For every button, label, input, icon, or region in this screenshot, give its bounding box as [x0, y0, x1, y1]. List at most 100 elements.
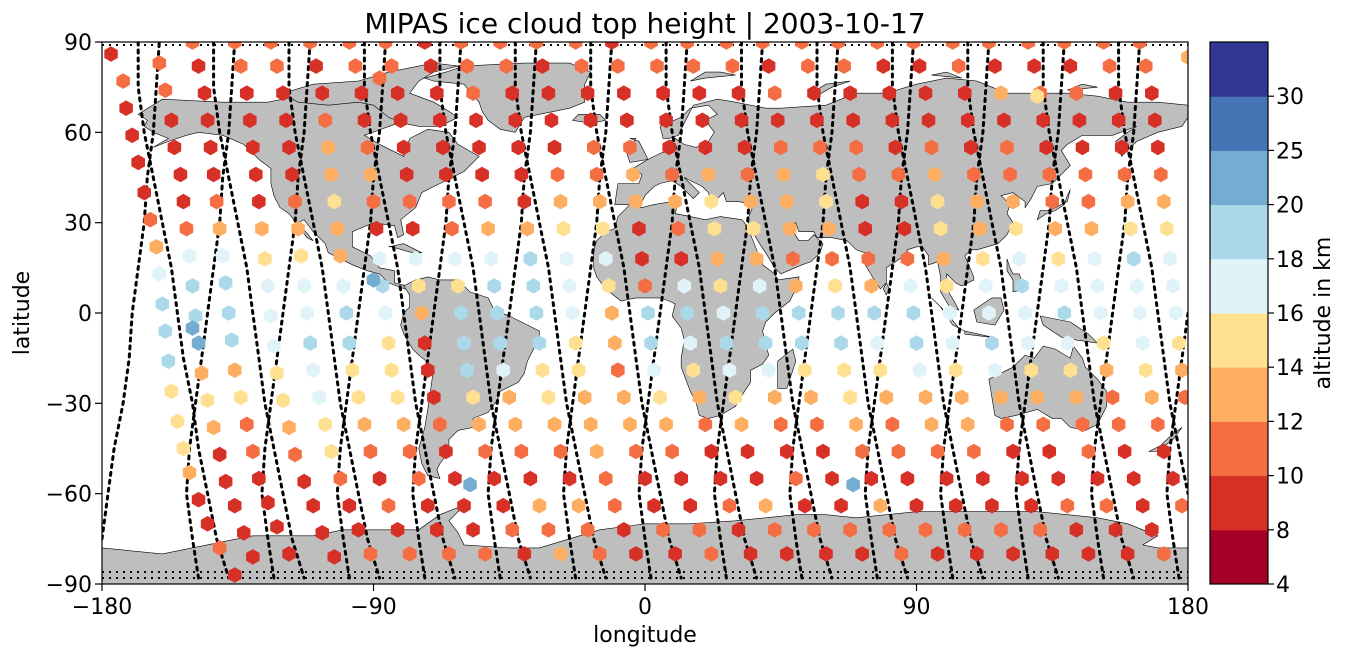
cloud-marker-386	[858, 220, 872, 237]
orbit-track-6	[589, 42, 683, 580]
cloud-marker-186	[481, 220, 495, 237]
cloud-marker-158	[478, 546, 492, 562]
colorbar-tick-label-3: 12	[1276, 410, 1304, 435]
cloud-marker-459	[982, 42, 996, 50]
cloud-marker-237	[617, 522, 631, 538]
cloud-marker-63	[246, 139, 260, 156]
cloud-marker-310	[719, 335, 734, 351]
cloud-marker-514	[1117, 443, 1132, 460]
cloud-marker-166	[445, 220, 459, 237]
cloud-marker-24	[173, 166, 188, 183]
cloud-marker-115	[372, 470, 387, 487]
cloud-marker-258	[668, 546, 682, 562]
cloud-marker-393	[885, 416, 900, 433]
cloud-marker-293	[698, 416, 713, 433]
cloud-marker-245	[593, 193, 607, 210]
cloud-marker-488	[1054, 278, 1069, 294]
cloud-marker-533	[1151, 416, 1165, 433]
cloud-marker-280	[650, 58, 664, 74]
cloud-marker-252	[617, 389, 631, 406]
orbit-track-16	[260, 42, 312, 580]
cloud-marker-438	[1006, 546, 1020, 562]
cloud-marker-66	[255, 220, 269, 237]
cloud-marker-445	[970, 193, 984, 210]
cloud-marker-424	[927, 166, 942, 183]
cloud-marker-432	[955, 389, 969, 406]
colorbar-bin-2	[1210, 421, 1268, 477]
cloud-marker-190	[493, 335, 507, 351]
landmass-23	[690, 71, 736, 82]
cloud-marker-94	[324, 443, 338, 460]
cloud-marker-213	[547, 416, 562, 433]
cloud-marker-522	[1111, 112, 1126, 129]
cloud-marker-359	[795, 42, 809, 50]
cloud-marker-184	[475, 166, 489, 183]
orbit-track-1	[212, 42, 306, 580]
cloud-marker-13	[170, 413, 185, 430]
cloud-marker-260	[611, 58, 625, 74]
cloud-marker-382	[846, 112, 860, 129]
cloud-marker-347	[786, 251, 800, 267]
orbit-track-25	[939, 42, 991, 580]
cloud-marker-217	[580, 522, 595, 538]
cloud-marker-316	[758, 497, 773, 514]
cloud-marker-358	[855, 546, 869, 562]
cloud-marker-161	[430, 85, 444, 101]
cloud-marker-116	[381, 497, 396, 514]
cloud-marker-80	[270, 58, 284, 74]
cloud-marker-497	[1108, 522, 1123, 538]
cloud-marker-357	[843, 522, 857, 538]
cloud-marker-541	[1151, 139, 1165, 156]
cloud-marker-11	[161, 353, 176, 369]
cloud-marker-384	[852, 166, 866, 183]
cloud-marker-146	[406, 220, 420, 237]
cloud-marker-350	[795, 335, 809, 351]
cloud-marker-340	[761, 58, 776, 74]
cloud-marker-535	[1166, 470, 1180, 487]
cloud-marker-364	[816, 166, 830, 183]
cloud-marker-28	[185, 278, 200, 294]
cloud-marker-113	[357, 416, 372, 433]
cloud-marker-174	[478, 443, 492, 460]
cloud-marker-219	[529, 42, 544, 50]
cloud-marker-435	[976, 470, 990, 487]
cloud-marker-277	[692, 522, 707, 538]
cloud-marker-415	[939, 470, 954, 487]
orbit-track-3	[362, 42, 457, 580]
cloud-marker-400	[876, 58, 891, 74]
cloud-marker-396	[909, 497, 924, 514]
cloud-marker-119	[342, 42, 357, 50]
cloud-marker-326	[746, 220, 761, 237]
cloud-marker-191	[496, 362, 510, 378]
cloud-marker-287	[674, 251, 688, 267]
y-tick-label-3: 0	[78, 302, 92, 327]
cloud-marker-173	[472, 416, 486, 433]
cloud-marker-520	[1102, 58, 1117, 74]
cloud-marker-518	[1157, 546, 1171, 562]
cloud-marker-214	[553, 443, 568, 460]
cloud-marker-54	[246, 443, 260, 460]
cloud-marker-145	[402, 193, 417, 210]
cloud-marker-313	[734, 416, 749, 433]
cloud-marker-523	[1114, 139, 1129, 156]
cloud-marker-370	[834, 335, 848, 351]
cloud-marker-255	[638, 470, 652, 487]
orbit-track-10	[890, 42, 985, 580]
cloud-marker-142	[393, 112, 408, 129]
cloud-marker-182	[469, 112, 483, 129]
cloud-marker-345	[780, 193, 794, 210]
cloud-marker-242	[583, 112, 598, 129]
cloud-marker-353	[810, 416, 824, 433]
cloud-marker-231	[571, 362, 586, 378]
cloud-marker-29	[188, 308, 203, 324]
cloud-marker-311	[722, 362, 737, 378]
cloud-marker-33	[206, 419, 221, 436]
cloud-marker-247	[599, 251, 613, 267]
cloud-marker-6	[143, 211, 157, 228]
cloud-marker-156	[457, 497, 471, 514]
cloud-marker-490	[1060, 335, 1075, 351]
cloud-marker-136	[421, 497, 435, 514]
cloud-marker-263	[623, 139, 637, 156]
orbit-track-22	[712, 42, 765, 580]
cloud-marker-348	[789, 278, 803, 294]
